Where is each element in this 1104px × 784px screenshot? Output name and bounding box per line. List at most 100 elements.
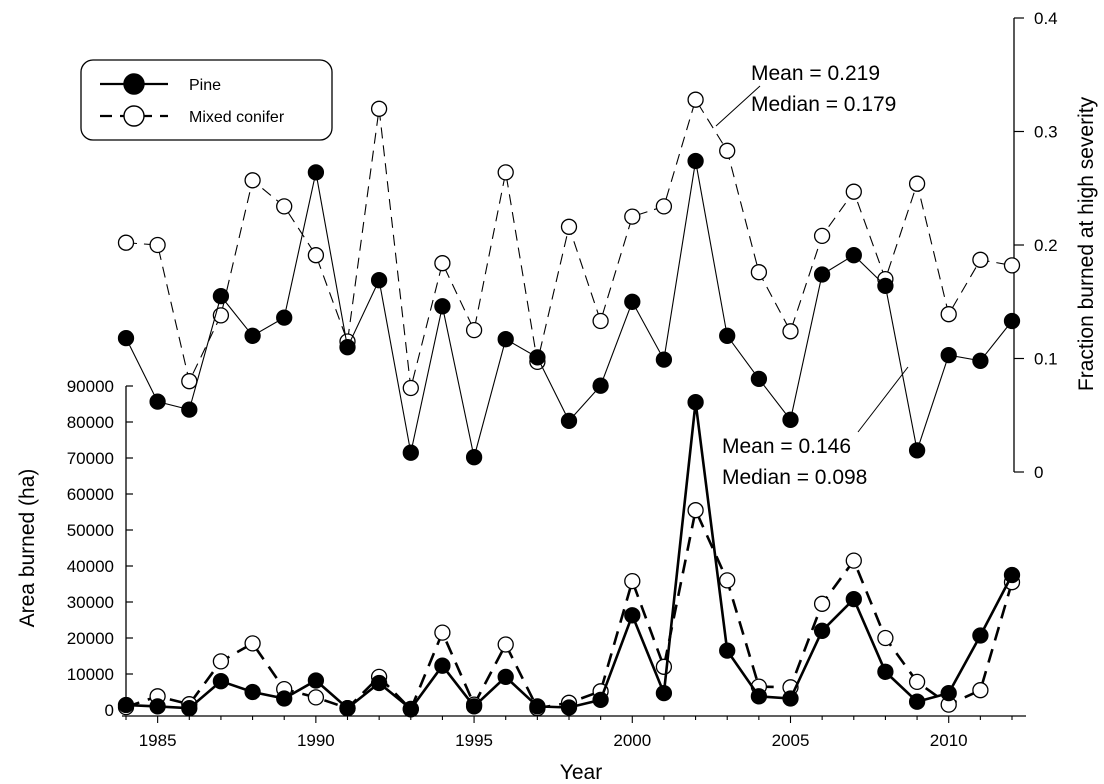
legend-box: [80, 59, 333, 141]
right-axis: 0 0.1 0.2 0.3 0.4 Fraction burned at high se…: [1013, 9, 1098, 482]
data-point: [465, 698, 483, 715]
annotation-median-mixed: Median = 0.179: [751, 93, 896, 116]
data-point: [719, 327, 736, 344]
data-point: [655, 198, 673, 215]
data-point: [244, 327, 261, 344]
data-point: [307, 247, 325, 264]
x-axis-title: Year: [560, 761, 602, 784]
legend-entry-mixed-conifer: Mixed conifer: [100, 105, 285, 127]
data-point: [244, 683, 261, 701]
left-tick-label: 60000: [67, 485, 114, 504]
data-point: [719, 572, 736, 589]
data-point: [687, 91, 704, 108]
data-point: [276, 309, 293, 326]
data-point: [560, 412, 578, 430]
series-layer: [117, 91, 1021, 718]
data-point: [750, 688, 768, 705]
data-point: [307, 672, 325, 689]
data-point: [402, 379, 419, 397]
x-axis: 1985 1990 1995 2000 2005 2010 Year: [122, 715, 1026, 784]
data-point: [877, 629, 894, 647]
x-tick-label: 1990: [297, 731, 335, 750]
data-point: [624, 572, 641, 590]
data-point: [434, 255, 451, 272]
data-point: [940, 684, 957, 702]
data-point: [908, 442, 926, 459]
left-tick-label: 0: [105, 701, 114, 720]
data-point: [181, 373, 198, 390]
left-tick-label: 50000: [67, 521, 114, 540]
data-point: [972, 352, 989, 369]
data-point: [687, 394, 704, 411]
data-point: [276, 198, 293, 215]
data-point: [117, 234, 135, 251]
data-point: [972, 251, 989, 268]
left-tick-label: 70000: [67, 449, 114, 468]
left-tick-label: 40000: [67, 557, 114, 576]
data-point: [497, 164, 514, 181]
data-point: [434, 298, 451, 315]
data-point: [465, 321, 483, 339]
data-point: [149, 236, 166, 254]
data-point: [1003, 257, 1021, 274]
series-line: [125, 98, 1013, 389]
data-point: [497, 331, 514, 348]
data-point: [813, 266, 831, 283]
data-point: [434, 657, 451, 674]
data-point: [149, 698, 166, 715]
data-point: [212, 653, 230, 670]
left-tick-label: 30000: [67, 593, 114, 612]
data-point: [212, 673, 230, 690]
data-point: [908, 693, 926, 710]
data-point: [592, 377, 609, 394]
x-tick-label: 2010: [930, 731, 968, 750]
annotation-mean-pine: Mean = 0.146: [722, 435, 851, 458]
data-point: [624, 293, 641, 310]
data-point: [1003, 312, 1021, 330]
legend-mixed-label: Mixed conifer: [189, 109, 285, 126]
data-point: [370, 100, 388, 117]
data-point: [592, 691, 609, 709]
data-point: [813, 227, 831, 245]
annotations: Mean = 0.219 Median = 0.179 Mean = 0.146…: [715, 62, 909, 489]
data-point: [972, 627, 989, 644]
annotation-leader-mixed: [715, 85, 761, 127]
data-point: [845, 183, 862, 200]
data-point: [687, 152, 704, 170]
data-point: [465, 449, 483, 466]
data-point: [877, 663, 894, 680]
data-point: [117, 329, 135, 347]
series-mixed-conifer-right: [117, 91, 1021, 397]
legend-mixed-marker: [123, 105, 145, 127]
right-tick-label: 0.4: [1034, 9, 1058, 28]
data-point: [687, 502, 704, 519]
data-point: [592, 312, 609, 330]
data-point: [845, 552, 862, 569]
data-point: [624, 208, 641, 225]
data-point: [529, 698, 546, 715]
data-point: [750, 370, 768, 388]
legend: Pine Mixed conifer: [80, 59, 333, 141]
data-point: [813, 595, 831, 612]
left-tick-label: 10000: [67, 665, 114, 684]
right-tick-label: 0: [1034, 463, 1043, 482]
series-pine-left: [117, 394, 1021, 718]
data-point: [339, 700, 356, 717]
left-tick-label: 90000: [67, 377, 114, 396]
data-point: [719, 142, 736, 159]
right-tick-label: 0.3: [1034, 123, 1058, 142]
data-point: [244, 635, 261, 652]
annotation-mean-mixed: Mean = 0.219: [751, 62, 880, 85]
data-point: [497, 636, 514, 653]
data-point: [1003, 566, 1021, 584]
annotation-median-pine: Median = 0.098: [722, 466, 867, 489]
data-point: [181, 700, 198, 717]
data-point: [434, 624, 451, 641]
data-point: [782, 690, 799, 707]
data-point: [117, 696, 135, 714]
left-axis-title: Area burned (ha): [16, 469, 39, 628]
data-point: [560, 699, 578, 716]
x-tick-label: 1985: [139, 731, 177, 750]
data-point: [307, 164, 325, 181]
data-point: [908, 673, 926, 691]
